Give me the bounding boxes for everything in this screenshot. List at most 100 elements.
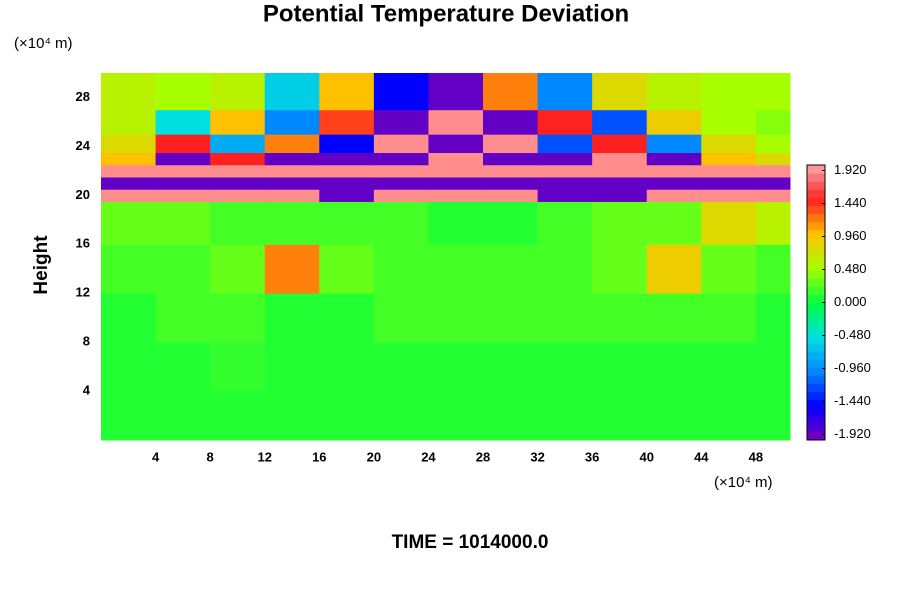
heat-cell: [646, 391, 702, 441]
colorbar-band: [807, 286, 825, 295]
heat-cell: [155, 176, 211, 190]
colorbar-band: [807, 165, 825, 174]
heat-cell: [537, 73, 593, 111]
colorbar-band: [807, 221, 825, 231]
heat-cell: [537, 201, 593, 245]
heat-cell: [592, 73, 648, 111]
heat-cell: [592, 201, 648, 245]
heat-cell: [319, 342, 375, 392]
colorbar-band: [807, 367, 825, 376]
heat-cell: [210, 109, 266, 135]
colorbar-tick-label: 0.960: [834, 228, 867, 243]
colorbar-tick-label: 1.440: [834, 195, 867, 210]
heat-cell: [428, 176, 484, 190]
heat-cell: [483, 342, 539, 392]
heat-cell: [101, 201, 157, 245]
colorbar-band: [807, 359, 825, 368]
heat-cell: [428, 244, 484, 294]
heat-cell: [537, 164, 593, 178]
y-tick-label: 24: [76, 138, 91, 153]
heat-cell: [264, 134, 320, 154]
heat-cell: [755, 189, 791, 202]
heat-cell: [483, 391, 539, 441]
heat-cell: [592, 152, 648, 166]
y-tick-label: 12: [76, 285, 90, 300]
heat-cell: [155, 201, 211, 245]
heat-cell: [701, 189, 757, 202]
colorbar-band: [807, 205, 825, 215]
heat-cell: [428, 342, 484, 392]
heat-cell: [755, 391, 791, 441]
y-tick-label: 16: [76, 236, 90, 251]
heat-cell: [101, 176, 157, 190]
y-tick-label: 28: [76, 89, 90, 104]
colorbar-band: [807, 423, 825, 433]
heat-cell: [210, 244, 266, 294]
colorbar-band: [807, 407, 825, 417]
heat-cell: [101, 342, 157, 392]
heat-cell: [264, 109, 320, 135]
heat-cell: [755, 244, 791, 294]
heat-cell: [592, 176, 648, 190]
heat-cell: [592, 109, 648, 135]
heat-cell: [319, 134, 375, 154]
heat-cell: [210, 391, 266, 441]
heat-cell: [155, 189, 211, 202]
heat-cell: [373, 164, 429, 178]
heat-cell: [264, 201, 320, 245]
heat-cell: [428, 134, 484, 154]
heat-cell: [701, 176, 757, 190]
colorbar-band: [807, 229, 825, 239]
heat-cell: [101, 134, 157, 154]
heat-cell: [101, 109, 157, 135]
colorbar-band: [807, 334, 825, 344]
heat-cell: [373, 201, 429, 245]
colorbar-band: [807, 383, 825, 392]
colorbar-tick-label: -1.440: [834, 393, 871, 408]
colorbar-tick-label: 1.920: [834, 162, 867, 177]
heat-cell: [264, 293, 320, 343]
heat-cell: [755, 164, 791, 178]
colorbar-band: [807, 189, 825, 198]
y-unit: (×10⁴ m): [14, 35, 73, 52]
colorbar-band: [807, 197, 825, 206]
heat-cell: [483, 109, 539, 135]
heat-cell: [483, 152, 539, 166]
heat-cell: [155, 152, 211, 166]
plot-area: [101, 73, 791, 441]
heat-cell: [428, 293, 484, 343]
colorbar-band: [807, 431, 825, 441]
heat-cell: [101, 244, 157, 294]
heat-cell: [646, 201, 702, 245]
heat-cell: [537, 293, 593, 343]
y-axis-label: Height: [31, 235, 52, 295]
x-tick-label: 8: [207, 449, 214, 464]
heat-cell: [101, 293, 157, 343]
colorbar-band: [807, 326, 825, 336]
x-tick-label: 16: [312, 449, 326, 464]
heat-cell: [319, 189, 375, 202]
heat-cell: [646, 176, 702, 190]
heat-cell: [483, 134, 539, 154]
heat-cell: [646, 134, 702, 154]
heat-cell: [264, 189, 320, 202]
heat-cell: [428, 201, 484, 245]
heat-cell: [701, 164, 757, 178]
heat-cell: [592, 293, 648, 343]
heat-cell: [701, 73, 757, 111]
heat-cell: [646, 152, 702, 166]
heat-cell: [646, 293, 702, 343]
heat-cell: [537, 342, 593, 392]
colorbar-band: [807, 294, 825, 303]
heat-cell: [537, 134, 593, 154]
x-tick-label: 20: [367, 449, 381, 464]
heat-cell: [483, 73, 539, 111]
heat-cell: [483, 201, 539, 245]
heat-cell: [319, 293, 375, 343]
heat-cell: [483, 189, 539, 202]
heat-cell: [319, 164, 375, 178]
heat-cell: [210, 134, 266, 154]
heat-cell: [264, 244, 320, 294]
heat-cell: [373, 134, 429, 154]
